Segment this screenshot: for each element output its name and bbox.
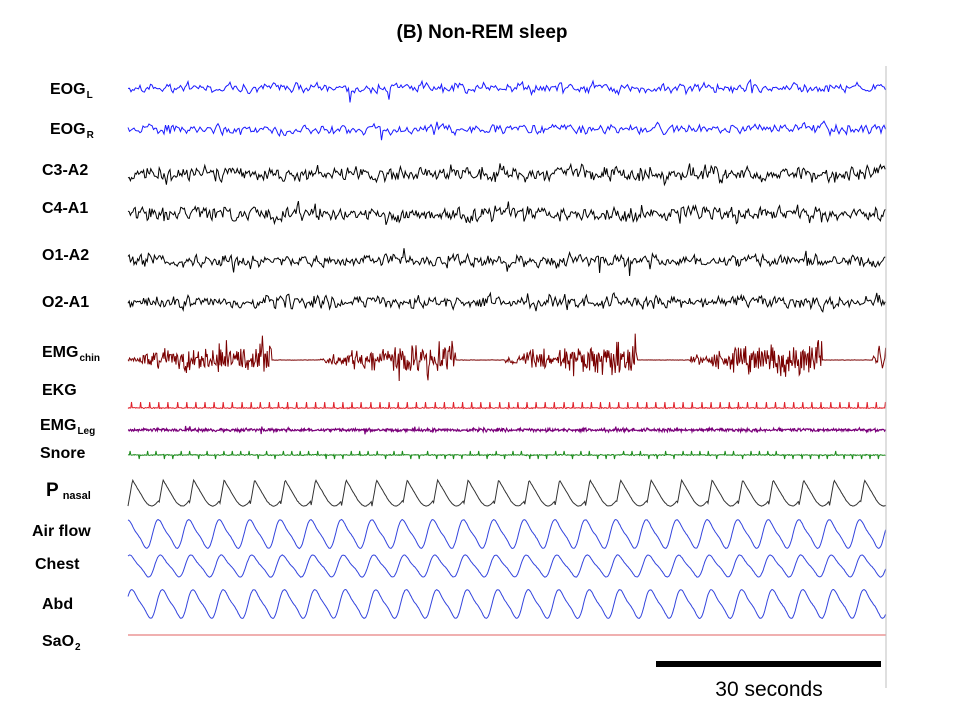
channel-label-chest: Chest [35,556,80,573]
channel-label-eog-left: EOGL [50,81,93,101]
trace-snore [127,450,886,460]
trace-chest [127,554,887,578]
channel-label-emg-chin: EMGchin [42,344,101,364]
time-scale-label: 30 seconds [715,678,823,701]
channel-label-c4-a1: C4-A1 [42,200,89,217]
trace-c3-a2 [127,162,886,187]
trace-abd [127,588,887,620]
trace-o1-a2 [127,248,886,277]
trace-air-flow [127,518,887,550]
trace-emg-leg [127,425,887,435]
channel-label-emg-leg: EMGLeg [40,417,96,437]
trace-emg-chin [127,333,887,382]
trace-ekg [127,401,886,410]
trace-eog-right [127,120,886,141]
channel-label-ekg: EKG [42,382,77,399]
channel-label-eog-right: EOGR [50,121,94,141]
channel-label-c3-a2: C3-A2 [42,162,89,179]
trace-p-nasal [127,478,886,507]
chart-title: (B) Non-REM sleep [396,22,568,43]
channel-label-o1-a2: O1-A2 [42,247,90,264]
trace-o2-a1 [127,291,886,313]
channel-label-air-flow: Air flow [32,523,91,540]
channel-label-abd: Abd [42,596,74,613]
channel-label-o2-a1: O2-A1 [42,294,90,311]
trace-c4-a1 [127,200,886,226]
traces-group [127,78,887,636]
trace-eog-left [127,78,886,103]
channel-label-snore: Snore [40,445,86,462]
channel-label-sao2: SaO2 [42,633,81,653]
